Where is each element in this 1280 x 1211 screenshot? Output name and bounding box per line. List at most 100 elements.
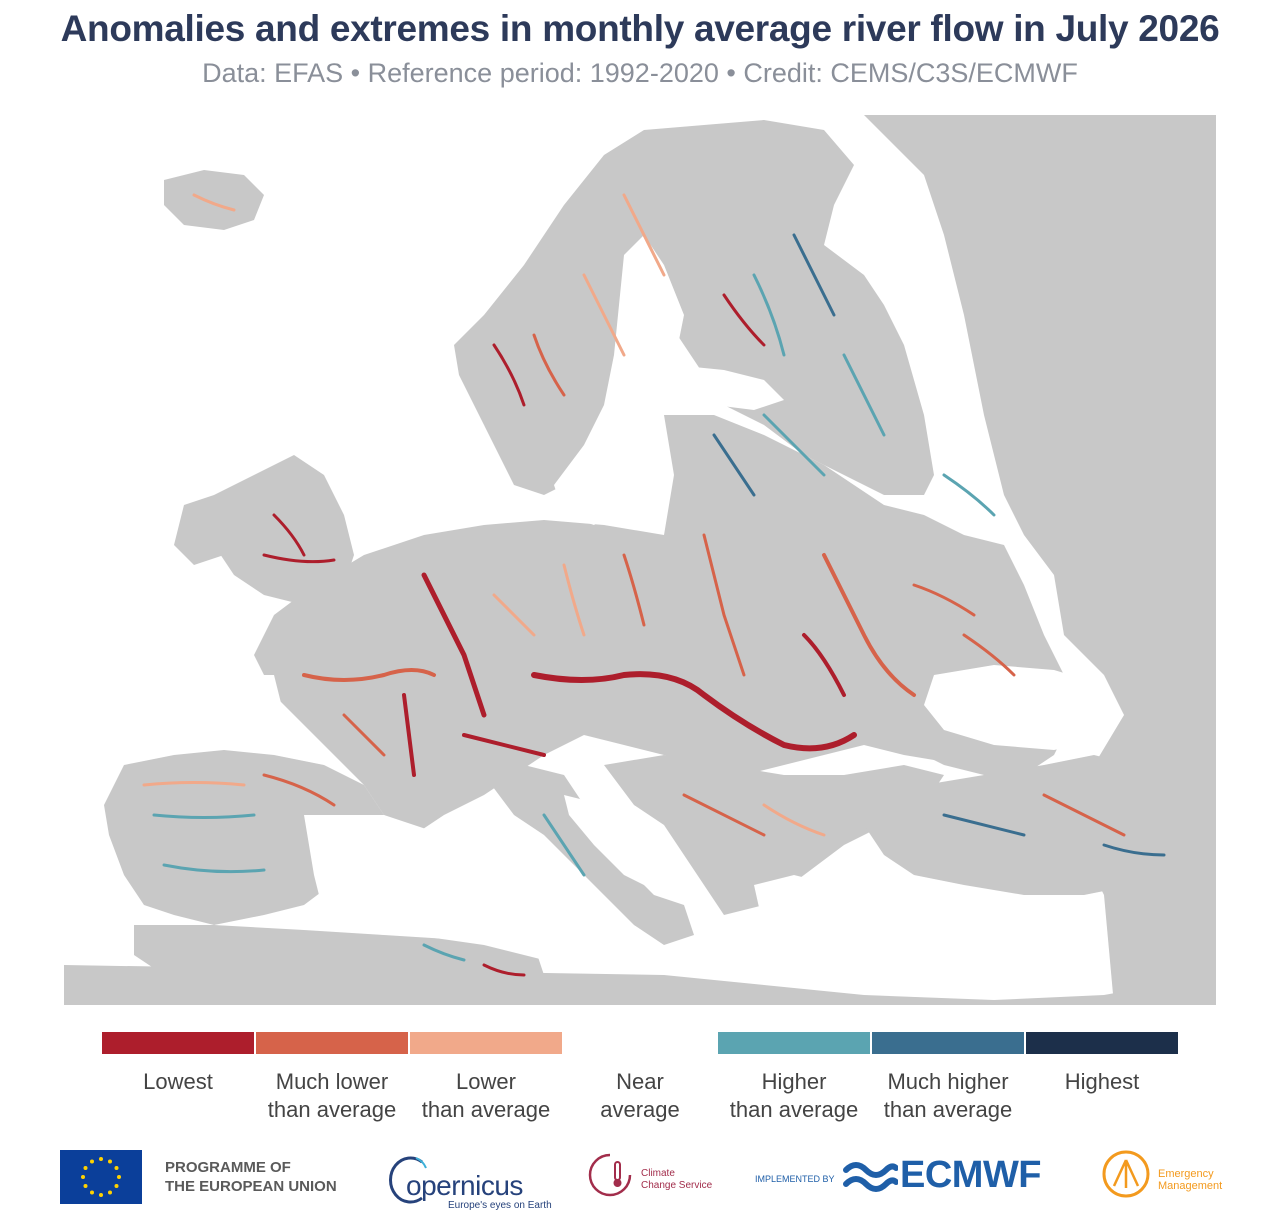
legend-label-near: Near average: [600, 1069, 680, 1122]
sea-mediterranean: [304, 815, 764, 970]
page-title: Anomalies and extremes in monthly averag…: [60, 8, 1220, 49]
eu-flag-icon: [60, 1150, 142, 1204]
river-po: [462, 733, 546, 757]
river-turkey-2: [1042, 793, 1126, 837]
river-rhine: [421, 572, 487, 718]
land-balkans: [604, 755, 944, 915]
river-norway-1: [492, 343, 526, 407]
river-tagus: [152, 813, 256, 819]
land-north-africa: [134, 925, 544, 990]
river-finland-3: [722, 293, 766, 347]
legend-label-highest: Highest: [1064, 1069, 1140, 1094]
legend: Lowest Much lower than average Lower tha…: [102, 1032, 1178, 1122]
ecmwf-wave-icon: [843, 1162, 898, 1192]
river-turkey-1: [942, 813, 1026, 837]
river-guadalquivir: [162, 863, 266, 874]
legend-swatch-near: [564, 1032, 716, 1054]
river-vistula: [702, 533, 746, 677]
c3s-logo: Climate Change Service: [585, 1150, 725, 1200]
land-british-isles: [214, 455, 354, 605]
river-ebro: [262, 773, 336, 807]
legend-item-much-lower: Much lower than average: [256, 1032, 408, 1124]
legend-label-higher: Higher than average: [729, 1069, 859, 1122]
copernicus-c-icon: [389, 1156, 427, 1204]
legend-item-higher: Higher than average: [718, 1032, 870, 1124]
legend-item-lowest: Lowest: [102, 1032, 254, 1096]
river-turkey-3: [1102, 843, 1166, 857]
legend-item-much-higher: Much higher than average: [872, 1032, 1024, 1124]
footer-logos: PROGRAMME OF THE EUROPEAN UNION opernicu…: [0, 1140, 1280, 1211]
ecmwf-wordmark: ECMWF: [900, 1154, 1042, 1196]
river-finland-1: [752, 273, 786, 357]
river-russia-2: [762, 413, 826, 477]
legend-label-much-higher: Much higher than average: [883, 1069, 1013, 1122]
legend-item-near: Near average: [564, 1032, 716, 1124]
land-ireland: [174, 495, 229, 565]
river-danube: [531, 671, 857, 752]
rivers: [142, 193, 1166, 977]
legend-swatch-higher: [718, 1032, 870, 1054]
land-scandinavia: [454, 120, 934, 495]
river-douro: [142, 781, 246, 787]
page-subtitle: Data: EFAS • Reference period: 1992-2020…: [202, 58, 1078, 88]
river-ukraine-2: [962, 633, 1016, 677]
sea-black: [924, 665, 1124, 750]
river-balkans-1: [682, 793, 766, 837]
sea-baltic: [554, 235, 684, 525]
river-germany-1: [492, 593, 536, 637]
copernicus-logo: opernicus Europe's eyes on Earth: [388, 1148, 552, 1211]
river-loire: [302, 668, 436, 682]
europe-river-flow-map: [64, 115, 1216, 1005]
legend-swatch-lower: [410, 1032, 562, 1054]
river-rhone: [402, 693, 416, 777]
sea-adriatic: [564, 795, 664, 890]
legend-swatch-lowest: [102, 1032, 254, 1054]
emergency-management-text: Emergency Management: [1158, 1168, 1223, 1192]
land-iceland: [164, 170, 264, 230]
river-balkans-2: [762, 803, 826, 837]
legend-swatch-much-higher: [872, 1032, 1024, 1054]
copernicus-tagline: Europe's eyes on Earth: [448, 1200, 552, 1211]
copernicus-wordmark: opernicus: [406, 1170, 523, 1201]
seas: [204, 235, 1124, 970]
river-italy-1: [542, 813, 586, 877]
river-prut: [802, 633, 846, 697]
river-ukraine-1: [912, 583, 976, 617]
river-finland-2: [792, 233, 836, 317]
sea-gulf-finland: [674, 365, 784, 410]
sea-aegean: [754, 875, 854, 950]
implemented-by-text: IMPLEMENTED BY: [755, 1174, 835, 1184]
legend-item-highest: Highest: [1026, 1032, 1178, 1096]
c3s-thermometer-icon: [588, 1153, 632, 1197]
emergency-management-logo: Emergency Management: [1100, 1148, 1240, 1204]
river-norway-2: [532, 333, 566, 397]
land-italy: [484, 765, 694, 945]
legend-swatch-much-lower: [256, 1032, 408, 1054]
river-sweden-1: [582, 273, 626, 357]
river-dnieper: [822, 553, 916, 697]
c3s-text: Climate Change Service: [641, 1168, 713, 1191]
river-france-1: [342, 713, 386, 757]
legend-label-lowest: Lowest: [143, 1069, 213, 1094]
emergency-management-icon: [1102, 1150, 1150, 1198]
river-africa-1: [422, 943, 466, 962]
river-severn: [272, 513, 306, 557]
legend-swatch-highest: [1026, 1032, 1178, 1054]
eu-programme-text: PROGRAMME OF THE EUROPEAN UNION: [165, 1159, 337, 1195]
river-russia-1: [842, 353, 886, 437]
river-africa-2: [482, 963, 526, 977]
sea-north: [354, 405, 494, 525]
river-baltic-1: [712, 433, 756, 497]
legend-label-much-lower: Much lower than average: [267, 1069, 397, 1122]
eu-stars-icon: [81, 1157, 121, 1197]
river-russia-3: [942, 473, 996, 517]
river-iceland-1: [192, 193, 236, 212]
land-turkey: [864, 755, 1184, 895]
legend-label-lower: Lower than average: [421, 1069, 551, 1122]
river-elbe: [562, 563, 586, 637]
sea-bay-biscay: [204, 675, 284, 745]
river-oder: [622, 553, 646, 627]
legend-item-lower: Lower than average: [410, 1032, 562, 1124]
land: [104, 120, 1184, 990]
river-thames: [262, 553, 336, 564]
